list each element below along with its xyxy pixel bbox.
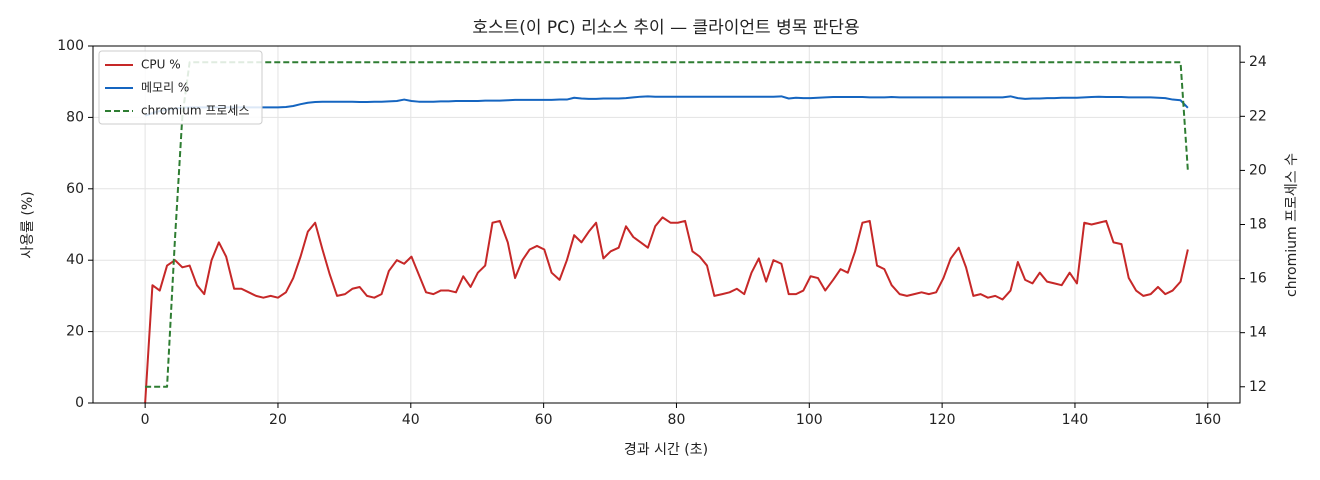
x-tick-label: 140 <box>1062 412 1089 428</box>
plot-frame <box>92 45 1241 404</box>
x-tick-label: 80 <box>668 412 686 428</box>
y2-tick-label: 22 <box>1249 108 1267 124</box>
y-tick-label: 40 <box>66 252 84 268</box>
x-tick-label: 100 <box>796 412 823 428</box>
legend-label: 메모리 % <box>141 81 189 95</box>
series-line <box>144 216 1189 404</box>
y2-tick-label: 18 <box>1249 217 1267 233</box>
x-tick-label: 60 <box>535 412 553 428</box>
y-tick-label: 20 <box>66 324 84 340</box>
y2-tick-label: 14 <box>1249 325 1267 341</box>
y2-tick-label: 12 <box>1249 379 1267 395</box>
y-tick-label: 0 <box>75 395 84 411</box>
x-tick-label: 20 <box>269 412 287 428</box>
y2-axis-label: chromium 프로세스 수 <box>1284 153 1300 297</box>
y2-tick-label: 20 <box>1249 162 1267 178</box>
x-tick-label: 0 <box>141 412 150 428</box>
series-line <box>145 61 1189 388</box>
legend: CPU % 메모리 % chromium 프로세스 <box>98 50 263 125</box>
legend-label: chromium 프로세스 <box>141 104 250 118</box>
x-tick-label: 40 <box>402 412 420 428</box>
y-tick-label: 100 <box>57 38 84 54</box>
y-tick-label: 80 <box>66 109 84 125</box>
y-tick-label: 60 <box>66 181 84 197</box>
x-axis-label: 경과 시간 (초) <box>624 442 708 458</box>
y2-tick-label: 24 <box>1249 54 1267 70</box>
legend-box <box>98 50 263 125</box>
x-tick-label: 160 <box>1194 412 1221 428</box>
series-line <box>144 95 1189 117</box>
y-axis-label: 사용률 (%) <box>20 191 36 258</box>
legend-label: CPU % <box>141 58 181 72</box>
y2-tick-label: 16 <box>1249 271 1267 287</box>
chart-title: 호스트(이 PC) 리소스 추이 — 클라이언트 병목 판단용 <box>472 18 859 38</box>
x-tick-label: 120 <box>929 412 956 428</box>
